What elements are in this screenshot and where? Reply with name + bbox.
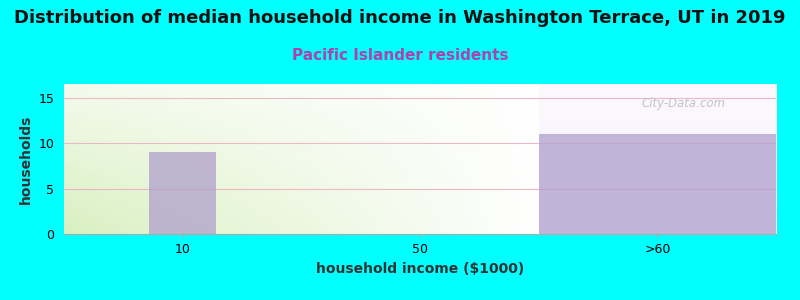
Bar [150, 152, 216, 234]
Text: Distribution of median household income in Washington Terrace, UT in 2019: Distribution of median household income … [14, 9, 786, 27]
X-axis label: household income ($1000): household income ($1000) [316, 262, 524, 276]
Text: City-Data.com: City-Data.com [642, 97, 726, 110]
Bar [538, 134, 776, 234]
Text: Pacific Islander residents: Pacific Islander residents [292, 48, 508, 63]
Y-axis label: households: households [19, 114, 33, 204]
